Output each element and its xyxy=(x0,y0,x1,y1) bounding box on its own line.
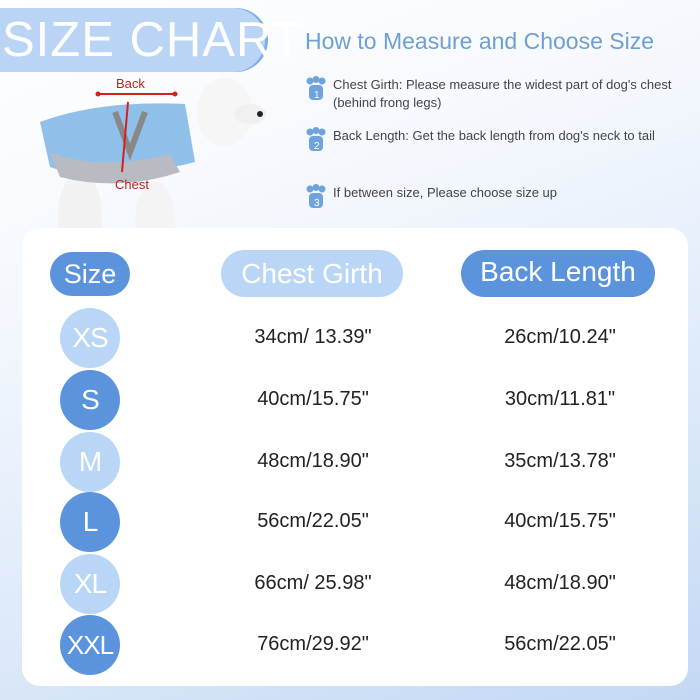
page-title: SIZE CHART xyxy=(2,13,303,67)
chest-value: 76cm/29.92" xyxy=(257,633,369,655)
chest-label: Chest xyxy=(115,177,149,192)
paw-icon: 1 xyxy=(306,76,326,101)
back-value: 35cm/13.78" xyxy=(504,450,616,472)
tip-item: 1 Chest Girth: Please measure the widest… xyxy=(305,76,685,112)
tip-text: If between size, Please choose size up xyxy=(333,185,558,200)
svg-text:2: 2 xyxy=(314,141,320,152)
dog-in-vest-photo: Back Chest xyxy=(40,76,266,262)
back-value: 56cm/22.05" xyxy=(504,633,616,655)
size-badge: XS xyxy=(60,308,120,368)
header-back-length: Back Length xyxy=(461,250,655,297)
tip-text: Chest Girth: Please measure the widest p… xyxy=(333,77,672,110)
tip-text: Back Length: Get the back length from do… xyxy=(333,128,655,143)
paw-icon: 3 xyxy=(306,184,326,209)
back-label: Back xyxy=(116,76,145,91)
size-chart-title-banner: SIZE CHART xyxy=(0,8,301,72)
chest-value: 66cm/ 25.98" xyxy=(254,572,372,594)
chest-value: 40cm/15.75" xyxy=(257,388,369,410)
header-chest-girth: Chest Girth xyxy=(221,250,403,297)
chest-measure-line xyxy=(121,101,129,173)
tip-item: 2 Back Length: Get the back length from … xyxy=(305,127,685,152)
back-value: 26cm/10.24" xyxy=(504,326,616,348)
size-badge: XL xyxy=(60,554,120,614)
back-value: 48cm/18.90" xyxy=(504,572,616,594)
header-size: Size xyxy=(50,252,130,296)
guide-heading: How to Measure and Choose Size xyxy=(305,28,655,54)
svg-text:1: 1 xyxy=(314,90,320,101)
size-table-card xyxy=(22,228,688,686)
svg-text:3: 3 xyxy=(314,198,320,209)
chest-value: 56cm/22.05" xyxy=(257,510,369,532)
paw-icon: 2 xyxy=(306,127,326,152)
size-badge: M xyxy=(60,432,120,492)
back-value: 40cm/15.75" xyxy=(504,510,616,532)
size-badge: L xyxy=(60,492,120,552)
tip-item: 3 If between size, Please choose size up xyxy=(305,184,685,209)
size-badge: XXL xyxy=(60,615,120,675)
back-value: 30cm/11.81" xyxy=(504,388,616,410)
size-badge: S xyxy=(60,370,120,430)
chest-value: 34cm/ 13.39" xyxy=(254,326,372,348)
chest-value: 48cm/18.90" xyxy=(257,450,369,472)
